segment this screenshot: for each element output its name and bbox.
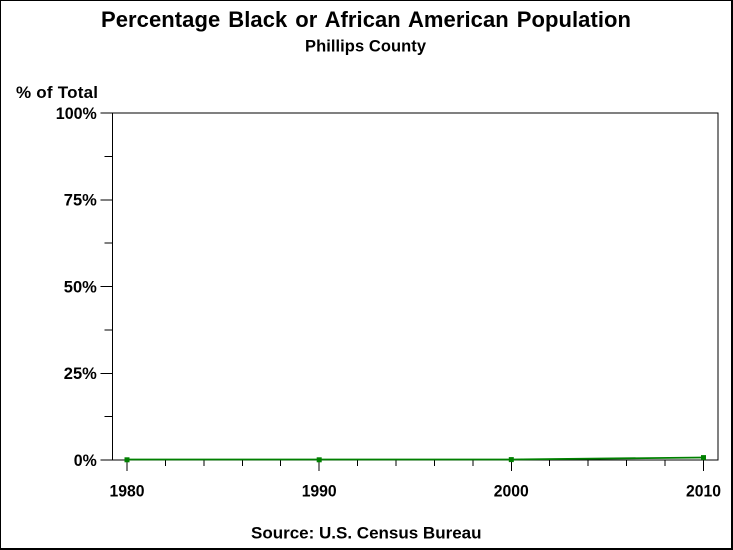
svg-text:2000: 2000 <box>494 482 529 501</box>
svg-text:2010: 2010 <box>686 482 721 501</box>
svg-text:75%: 75% <box>64 191 97 210</box>
svg-text:% of Total: % of Total <box>16 83 98 102</box>
svg-text:Percentage Black or African Am: Percentage Black or African American Pop… <box>101 7 631 32</box>
svg-text:100%: 100% <box>56 104 97 123</box>
svg-text:1990: 1990 <box>302 482 337 501</box>
svg-text:50%: 50% <box>64 277 97 296</box>
svg-text:0%: 0% <box>74 451 97 470</box>
svg-text:1980: 1980 <box>110 482 145 501</box>
svg-text:25%: 25% <box>64 364 97 383</box>
svg-text:Source: U.S. Census Bureau: Source: U.S. Census Bureau <box>251 523 482 542</box>
svg-text:Phillips County: Phillips County <box>305 38 427 56</box>
